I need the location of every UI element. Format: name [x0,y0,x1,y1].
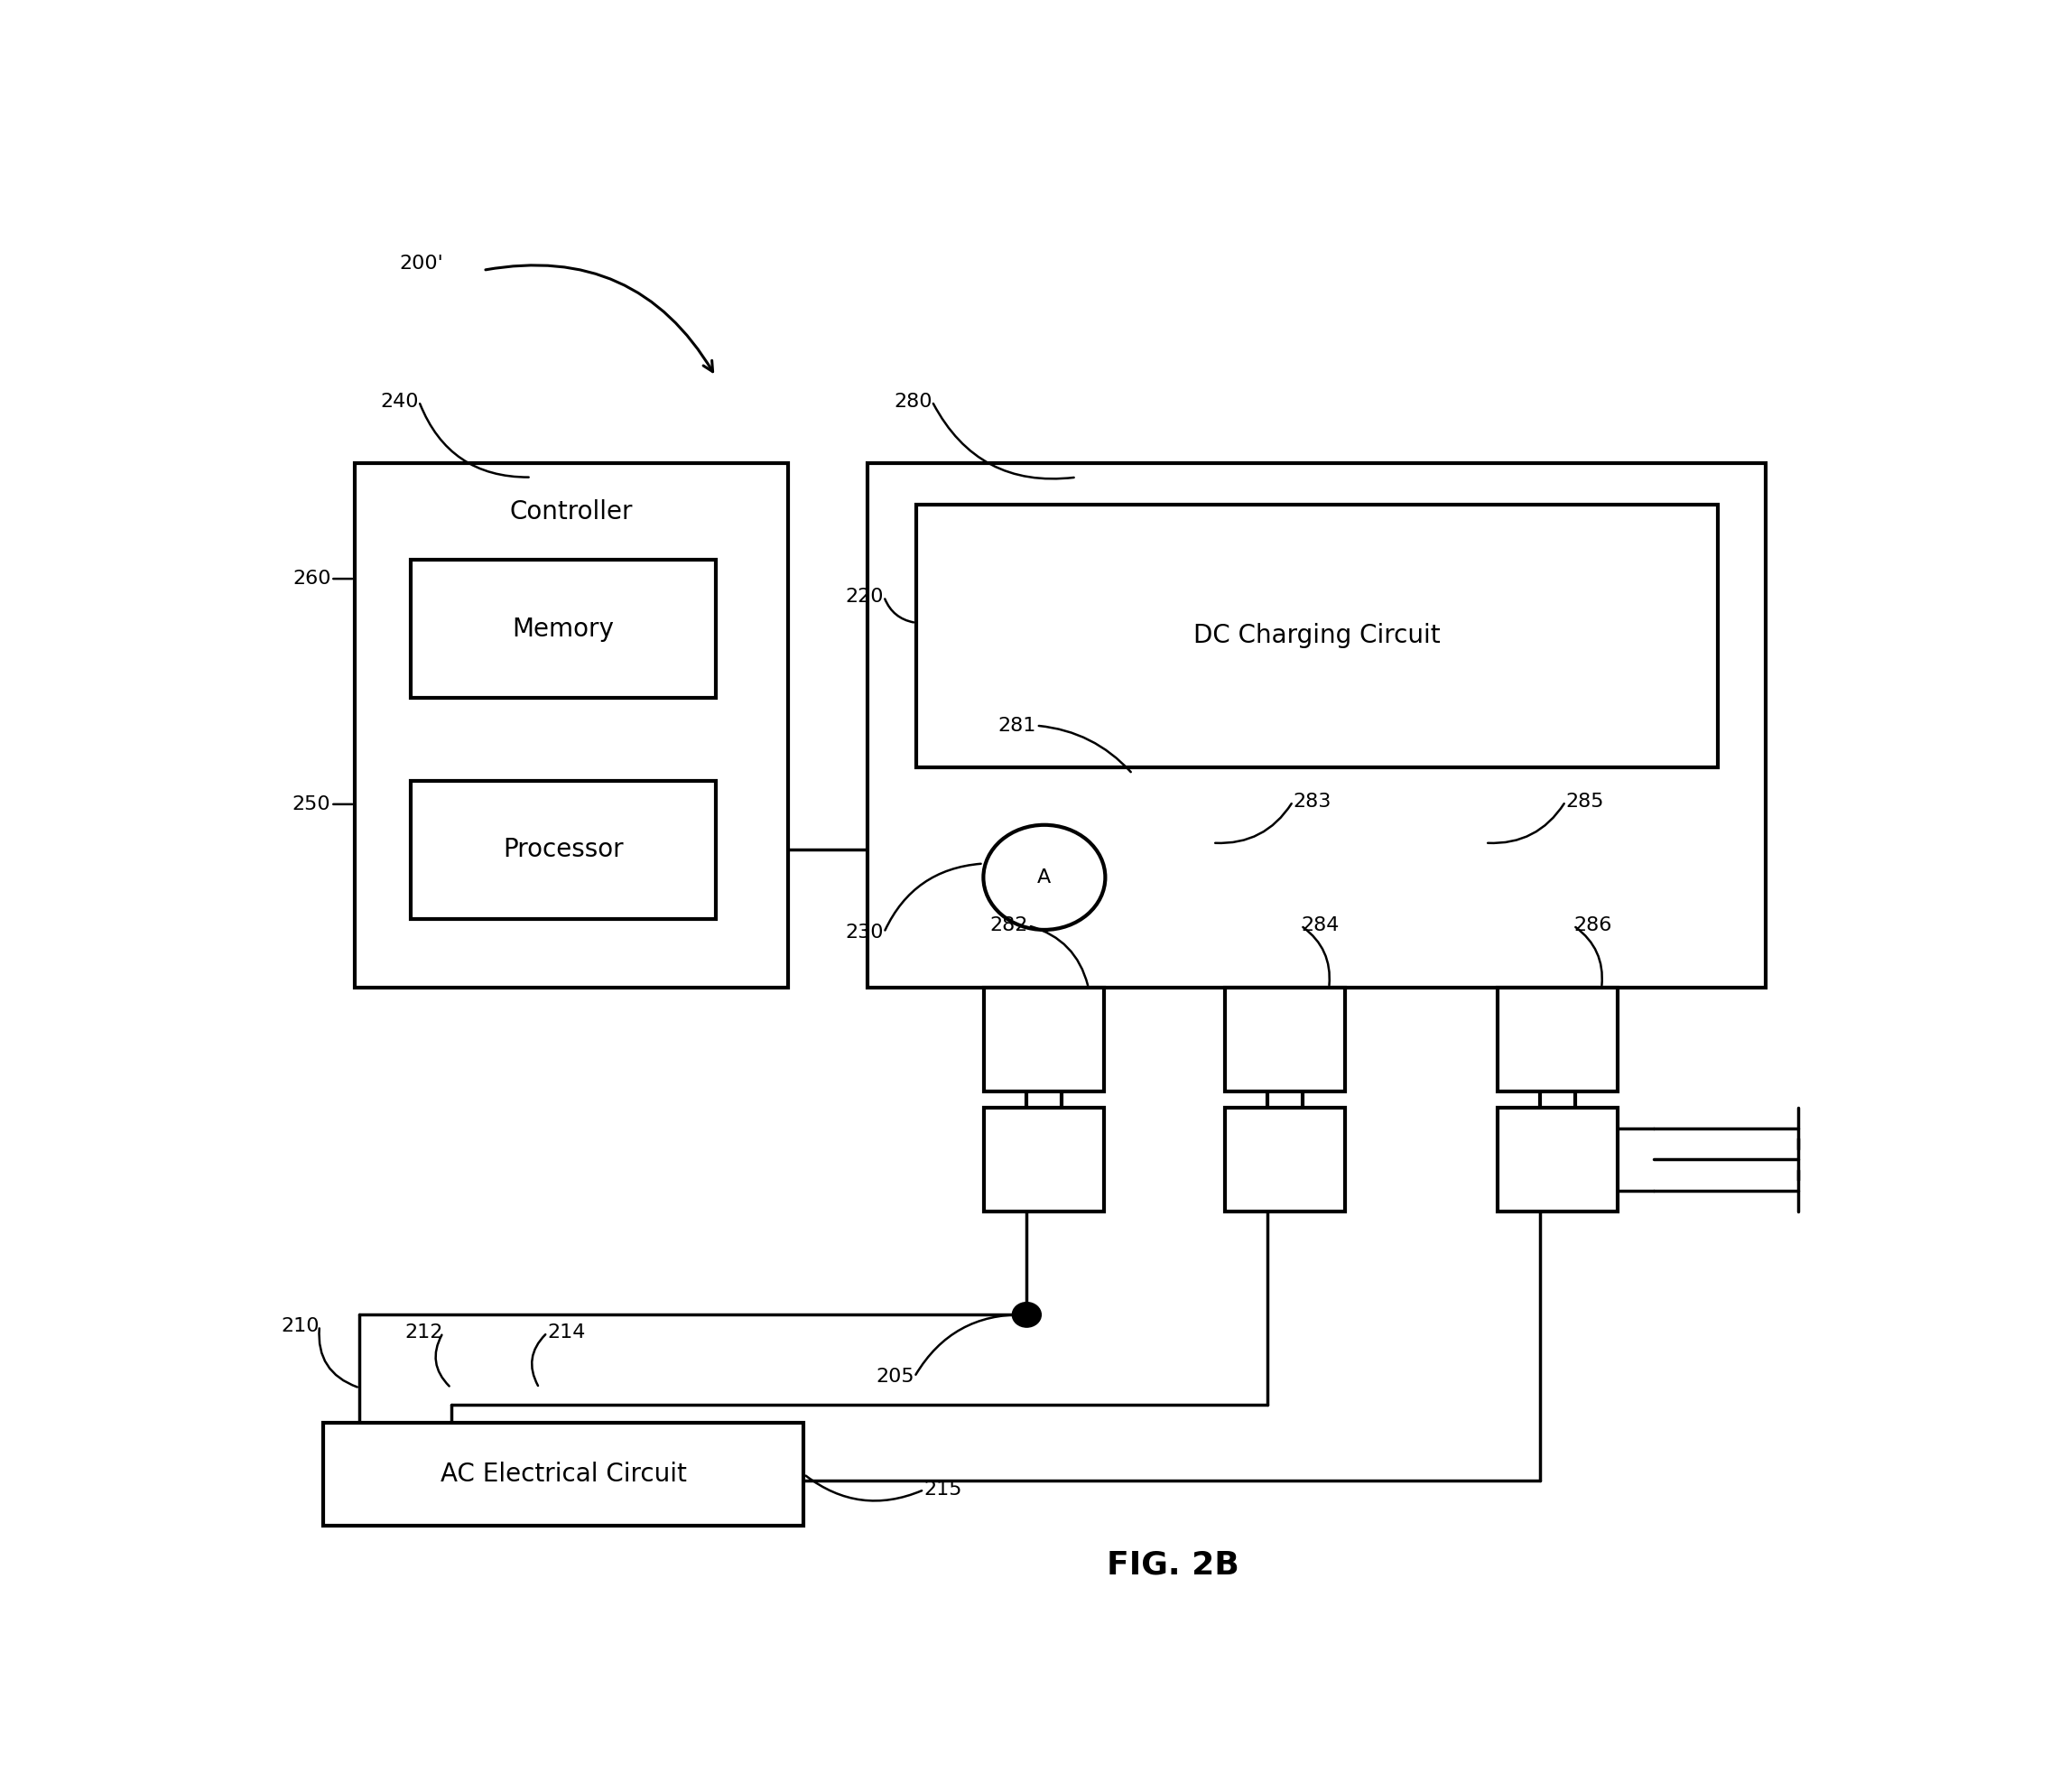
Text: 281: 281 [997,717,1037,735]
Text: Controller: Controller [509,498,633,525]
Text: 283: 283 [1293,792,1330,810]
Bar [1498,1107,1618,1211]
Bar [869,464,1767,987]
Bar [917,505,1717,767]
Bar [323,1423,803,1525]
Text: 214: 214 [546,1324,586,1342]
Text: 220: 220 [846,588,883,606]
Text: 285: 285 [1566,792,1603,810]
Text: 205: 205 [875,1367,914,1385]
Text: 284: 284 [1301,918,1339,935]
Text: FIG. 2B: FIG. 2B [1107,1548,1239,1581]
Text: 200': 200' [399,254,443,272]
Text: 250: 250 [292,796,331,814]
Bar [412,559,716,697]
Text: 240: 240 [381,392,418,410]
Text: 280: 280 [894,392,931,410]
Text: DC Charging Circuit: DC Charging Circuit [1194,624,1440,649]
Text: Memory: Memory [513,616,614,642]
Text: 215: 215 [925,1480,962,1498]
Bar [985,1107,1105,1211]
Text: AC Electrical Circuit: AC Electrical Circuit [441,1462,687,1487]
Text: Processor: Processor [503,837,623,862]
Text: 282: 282 [991,918,1028,935]
Bar [1225,1107,1345,1211]
Bar [985,987,1105,1091]
Text: 210: 210 [281,1317,319,1335]
Text: 212: 212 [406,1324,443,1342]
Bar [412,781,716,919]
Circle shape [1012,1303,1041,1328]
Circle shape [983,824,1105,930]
Text: 286: 286 [1575,918,1612,935]
Bar [356,464,788,987]
Text: 230: 230 [846,923,883,941]
Bar [1498,987,1618,1091]
Bar [1225,987,1345,1091]
Text: 260: 260 [292,570,331,588]
Text: A: A [1037,869,1051,887]
